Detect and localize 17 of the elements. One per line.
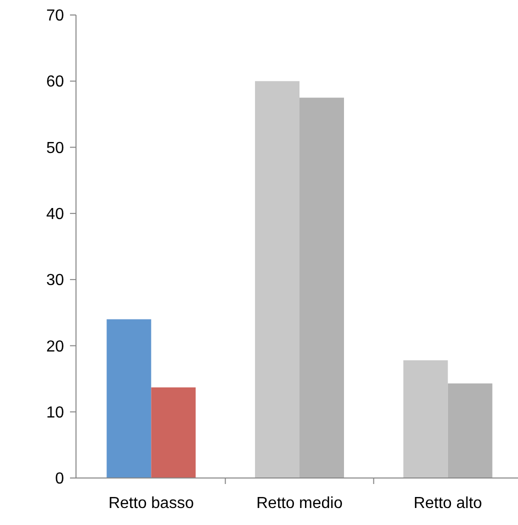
bar xyxy=(448,383,492,478)
x-tick-label: Retto alto xyxy=(414,495,482,512)
y-tick-label: 30 xyxy=(46,272,64,290)
bar xyxy=(403,360,448,478)
bar xyxy=(106,319,152,478)
x-tick-label: Retto basso xyxy=(108,495,194,512)
x-tick-label: Retto medio xyxy=(256,495,343,512)
bar xyxy=(151,387,196,478)
y-tick-label: 20 xyxy=(46,338,64,356)
bar xyxy=(300,98,344,478)
y-tick-label: 40 xyxy=(46,206,64,224)
bar xyxy=(255,81,300,478)
y-tick-label: 0 xyxy=(55,470,64,488)
y-tick-label: 70 xyxy=(46,8,64,25)
y-tick-label: 50 xyxy=(46,140,64,157)
y-tick-label: 60 xyxy=(46,74,64,91)
y-tick-label: 10 xyxy=(46,404,64,422)
